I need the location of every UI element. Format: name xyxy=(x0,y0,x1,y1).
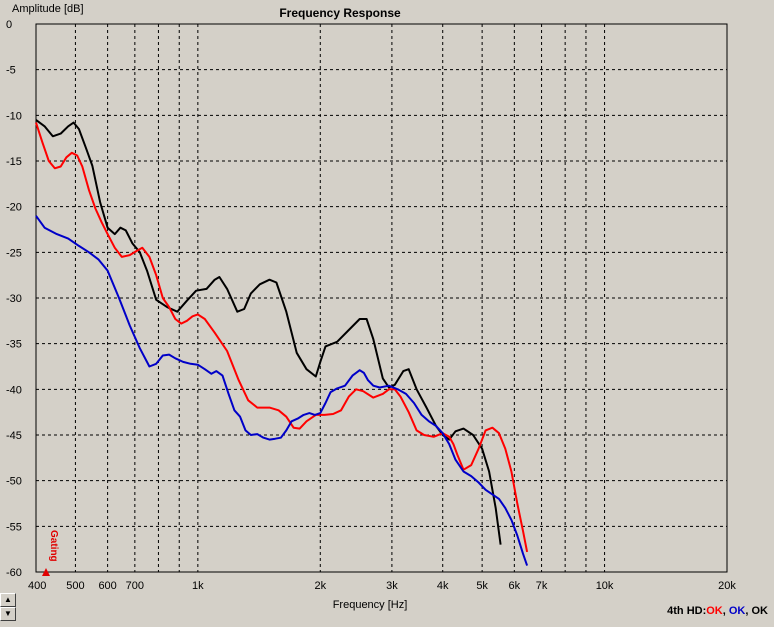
scroll-down-button[interactable]: ▼ xyxy=(0,607,16,621)
series-line-1 xyxy=(35,119,502,545)
gating-label: Gating xyxy=(48,530,59,562)
x-tick-label: 5k xyxy=(476,580,488,592)
gating-marker: Gating xyxy=(42,530,59,576)
y-tick-label: -20 xyxy=(6,202,22,214)
y-tick-label: 0 xyxy=(6,19,12,31)
hd-status-item-2: OK xyxy=(728,605,746,617)
x-tick-label: 1k xyxy=(192,580,204,592)
series-line-3 xyxy=(35,215,529,566)
y-axis-label: Amplitude [dB] xyxy=(12,3,84,15)
y-tick-label: -50 xyxy=(6,476,22,488)
gating-arrow-icon xyxy=(42,568,50,576)
y-tick-label: -55 xyxy=(6,521,22,533)
x-tick-label: 20k xyxy=(718,580,736,592)
arrow-up-icon: ▲ xyxy=(4,595,12,604)
hd-status-prefix: 4th HD: xyxy=(667,605,707,617)
x-tick-label: 2k xyxy=(314,580,326,592)
y-tick-label: -60 xyxy=(6,567,22,579)
y-tick-label: -45 xyxy=(6,430,22,442)
y-tick-label: -25 xyxy=(6,247,22,259)
series-line-2 xyxy=(35,122,529,553)
x-tick-label: 4k xyxy=(437,580,449,592)
chart-title: Frequency Response xyxy=(279,6,401,20)
hd-status-item-3: OK xyxy=(751,605,769,617)
x-tick-label: 3k xyxy=(386,580,398,592)
x-ticks: 400 500 600 700 1k 2k 3k 4k 5k 6k 7k 10k 20k xyxy=(28,580,736,592)
scroll-up-button[interactable]: ▲ xyxy=(0,593,16,607)
x-tick-label: 700 xyxy=(126,580,144,592)
x-tick-label: 7k xyxy=(536,580,548,592)
y-tick-label: -35 xyxy=(6,339,22,351)
scroll-stepper[interactable]: ▲ ▼ xyxy=(0,593,16,622)
x-tick-label: 500 xyxy=(66,580,84,592)
grid xyxy=(36,24,727,572)
x-tick-label: 600 xyxy=(98,580,116,592)
y-tick-label: -5 xyxy=(6,65,16,77)
x-axis-label: Frequency [Hz] xyxy=(333,599,408,611)
y-tick-label: -40 xyxy=(6,384,22,396)
harmonic-distortion-status: 4th HD:OK, OK, OK xyxy=(667,605,768,617)
y-ticks: 0 -5 -10 -15 -20 -25 -30 -35 -40 -45 -50 -55 -60 xyxy=(6,19,22,579)
arrow-down-icon: ▼ xyxy=(4,609,12,618)
series-group xyxy=(35,119,529,566)
y-tick-label: -10 xyxy=(6,110,22,122)
y-tick-label: -30 xyxy=(6,293,22,305)
x-tick-label: 6k xyxy=(509,580,521,592)
hd-status-sep-2: , xyxy=(745,605,752,617)
hd-status-sep-1: , xyxy=(722,605,729,617)
x-tick-label: 10k xyxy=(596,580,614,592)
hd-status-item-1: OK xyxy=(706,605,723,617)
x-tick-label: 400 xyxy=(28,580,46,592)
y-tick-label: -15 xyxy=(6,156,22,168)
